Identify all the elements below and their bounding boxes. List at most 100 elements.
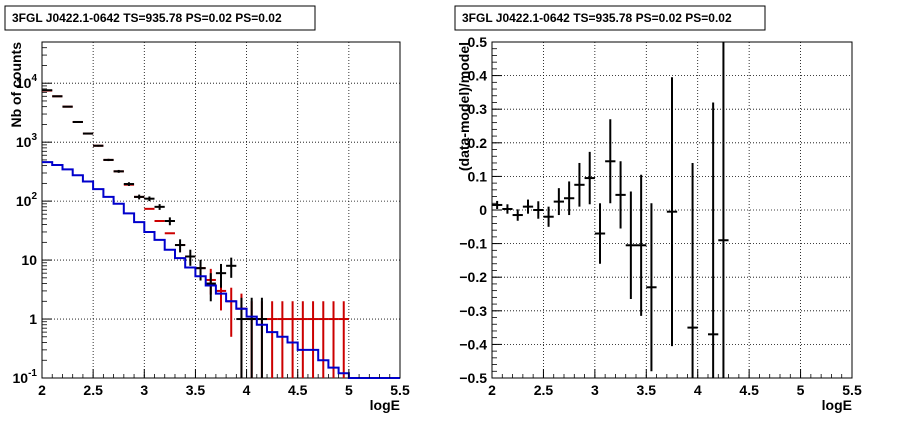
y-tick-label: 102 xyxy=(16,191,38,209)
residuals-series xyxy=(492,42,729,378)
y-tick-label: 0.5 xyxy=(468,34,488,50)
data-point xyxy=(52,95,63,98)
data-point xyxy=(236,297,247,378)
data-point xyxy=(246,297,257,378)
data-point xyxy=(62,105,73,108)
y-tick-label: 0.3 xyxy=(468,101,488,117)
series-group xyxy=(42,89,400,379)
data-point xyxy=(277,301,288,378)
data-point xyxy=(215,263,227,288)
y-tick-label: −0.3 xyxy=(459,303,487,319)
x-tick-label: 4 xyxy=(243,382,251,398)
y-tick-label: 10 xyxy=(21,252,37,268)
y-tick-label: −0.5 xyxy=(459,370,487,386)
x-tick-label: 3 xyxy=(591,382,599,398)
data-point xyxy=(256,297,268,378)
data-point xyxy=(72,120,83,123)
y-axis-label: (data-model)/model xyxy=(456,42,472,171)
data-point xyxy=(687,162,698,378)
x-tick-label: 2 xyxy=(488,382,496,398)
data-point xyxy=(615,161,626,229)
histogram-step-line xyxy=(42,161,400,379)
x-tick-label: 5 xyxy=(797,382,805,398)
data-point xyxy=(297,301,308,378)
counts-spectrum-panel: 2 2.5 3 3.5 4 4.5 5 5.5 10-1 1 10 102 103 104 3FGL J0… xyxy=(4,5,410,413)
data-point xyxy=(113,169,124,173)
tick-labels: 2 2.5 3 3.5 4 4.5 5 5.5 −0.5 −0.4 −0.3 −0.2 −0.1 0 0.1… xyxy=(459,34,862,398)
x-axis-label: logE xyxy=(370,397,400,413)
data-point xyxy=(103,158,114,162)
y-tick-label: 104 xyxy=(16,73,38,91)
data-point xyxy=(338,301,349,378)
data-point xyxy=(718,42,729,378)
data-point xyxy=(574,162,585,207)
y-tick-label: −0.2 xyxy=(459,269,487,285)
chart-title: 3FGL J0422.1-0642 TS=935.78 PS=0.02 PS=0… xyxy=(462,11,732,25)
y-tick-label: −0.1 xyxy=(459,236,487,252)
chart-title-box xyxy=(454,5,766,31)
x-tick-label: 2 xyxy=(38,382,46,398)
data-point xyxy=(666,77,678,347)
x-tick-label: 2.5 xyxy=(83,382,103,398)
data-point xyxy=(144,196,155,202)
y-tick-label: −0.4 xyxy=(459,336,487,352)
chart-title: 3FGL J0422.1-0642 TS=935.78 PS=0.02 PS=0… xyxy=(12,11,282,25)
data-point xyxy=(123,182,135,186)
x-tick-label: 3.5 xyxy=(186,382,206,398)
data-point xyxy=(553,188,564,216)
data-point xyxy=(328,301,339,378)
chart-title-box xyxy=(4,5,316,31)
data-point xyxy=(82,132,94,135)
data-point xyxy=(185,249,196,266)
data-point xyxy=(594,203,606,264)
data-point xyxy=(93,144,104,147)
data-point xyxy=(267,301,278,378)
y-tick-label: 0.4 xyxy=(468,68,488,84)
x-tick-label: 3.5 xyxy=(637,382,657,398)
y-tick-label: 0 xyxy=(479,202,487,218)
data-point xyxy=(205,273,216,302)
x-tick-label: 4.5 xyxy=(288,382,308,398)
x-tick-label: 3 xyxy=(140,382,148,398)
data-point xyxy=(174,239,186,253)
x-axis-label: logE xyxy=(822,397,852,413)
data-point xyxy=(543,206,554,227)
residuals-panel: 2 2.5 3 3.5 4 4.5 5 5.5 −0.5 −0.4 −0.3 −0.2 −0.1 0 0.1… xyxy=(454,5,862,413)
tick-marks xyxy=(491,41,853,379)
tick-labels: 2 2.5 3 3.5 4 4.5 5 5.5 10-1 1 10 102 103 104 xyxy=(13,73,410,398)
data-point xyxy=(584,151,595,205)
data-point xyxy=(492,200,503,209)
data-point xyxy=(533,201,544,219)
y-tick-label: 0.2 xyxy=(468,135,488,151)
y-tick-label: 10-1 xyxy=(13,368,38,386)
tick-marks xyxy=(41,41,401,379)
data-point xyxy=(287,301,298,378)
data-point xyxy=(646,203,657,372)
x-tick-label: 4.5 xyxy=(739,382,759,398)
plot-frame xyxy=(41,41,401,379)
x-tick-label: 5 xyxy=(345,382,353,398)
data-point xyxy=(226,257,237,278)
data-series xyxy=(42,89,268,378)
data-point xyxy=(154,204,165,210)
data-point xyxy=(42,89,53,92)
series-group xyxy=(492,42,729,378)
x-tick-label: 5.5 xyxy=(390,382,410,398)
data-point xyxy=(307,301,319,378)
data-point xyxy=(625,191,636,300)
y-tick-label: 0.1 xyxy=(468,168,488,184)
x-tick-label: 5.5 xyxy=(842,382,862,398)
data-point xyxy=(636,174,647,316)
data-point xyxy=(708,102,719,378)
grid-lines xyxy=(492,42,852,378)
y-tick-label: 1 xyxy=(29,311,37,327)
data-point xyxy=(605,119,616,204)
x-tick-label: 2.5 xyxy=(534,382,554,398)
y-axis-label: Nb of counts xyxy=(8,42,24,128)
data-point xyxy=(318,301,329,378)
y-tick-label: 103 xyxy=(16,132,38,150)
data-point xyxy=(512,209,523,221)
data-point xyxy=(502,204,513,214)
data-point xyxy=(522,199,534,214)
